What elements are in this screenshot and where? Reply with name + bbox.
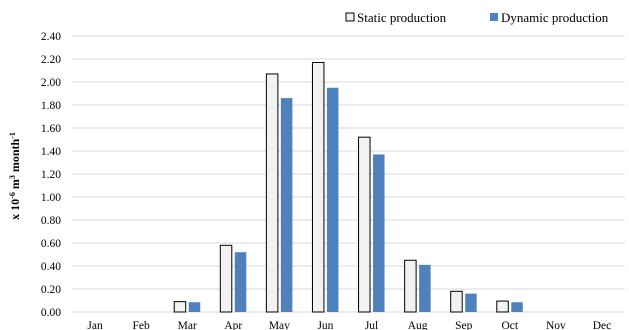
x-axis-ticks: Jan Feb Mar Apr May Jun Jul Aug Sep Oct Nov Dec	[87, 320, 611, 330]
bar-dynamic	[419, 264, 431, 312]
legend-swatch-static	[345, 12, 355, 22]
legend: Static production Dynamic production	[345, 10, 609, 25]
y-tick-label: 1.00	[41, 192, 61, 204]
bar-dynamic	[280, 98, 293, 312]
bar-static	[219, 244, 233, 313]
y-tick-label: 1.40	[41, 146, 61, 158]
y-tick-label: 2.40	[41, 31, 61, 43]
bar-dynamic	[188, 302, 201, 312]
x-tick-label: Dec	[593, 320, 612, 330]
y-axis-label: x 10-6 m3 month-1	[8, 132, 22, 220]
y-tick-label: 0.40	[41, 261, 61, 273]
y-tick-label: 1.20	[41, 169, 61, 181]
x-tick-label: Oct	[501, 320, 518, 330]
bar-dynamic	[465, 293, 477, 312]
x-tick-label: Sep	[455, 320, 473, 330]
bar-static	[404, 259, 417, 313]
bar-static	[173, 301, 187, 313]
y-tick-label: 0.20	[41, 284, 61, 296]
y-tick-label: 0.80	[41, 215, 61, 227]
x-tick-label: Jun	[317, 320, 333, 330]
x-tick-label: Nov	[546, 320, 566, 330]
y-tick-label: 0.60	[41, 238, 61, 250]
bar-static	[358, 136, 371, 313]
bar-static	[311, 61, 325, 313]
bar-dynamic	[234, 252, 247, 312]
legend-swatch-dynamic	[490, 13, 498, 21]
x-tick-label: Mar	[178, 320, 197, 330]
y-tick-label: 1.60	[41, 123, 61, 135]
x-tick-label: Jul	[365, 320, 378, 330]
x-tick-label: Aug	[408, 320, 428, 330]
bar-static	[450, 290, 463, 313]
y-tick-label: 0.00	[41, 307, 61, 319]
bar-static	[496, 300, 509, 313]
x-tick-label: Feb	[133, 320, 151, 330]
x-tick-label: Apr	[224, 320, 242, 330]
legend-label-static: Static production	[357, 10, 447, 25]
y-tick-label: 2.20	[41, 54, 61, 66]
bars	[173, 61, 523, 313]
bar-dynamic	[373, 154, 385, 312]
x-tick-label: Jan	[87, 320, 103, 330]
legend-label-dynamic: Dynamic production	[501, 10, 609, 25]
y-axis-ticks: 0.00 0.20 0.40 0.60 0.80 1.00 1.20 1.40 1.60 1.80…	[41, 31, 61, 319]
y-tick-label: 2.00	[41, 77, 61, 89]
bar-dynamic	[511, 302, 523, 312]
bar-dynamic	[326, 87, 339, 312]
bar-static	[265, 73, 279, 313]
y-tick-label: 1.80	[41, 100, 61, 112]
gridlines	[72, 35, 625, 313]
x-tick-label: May	[269, 320, 290, 330]
